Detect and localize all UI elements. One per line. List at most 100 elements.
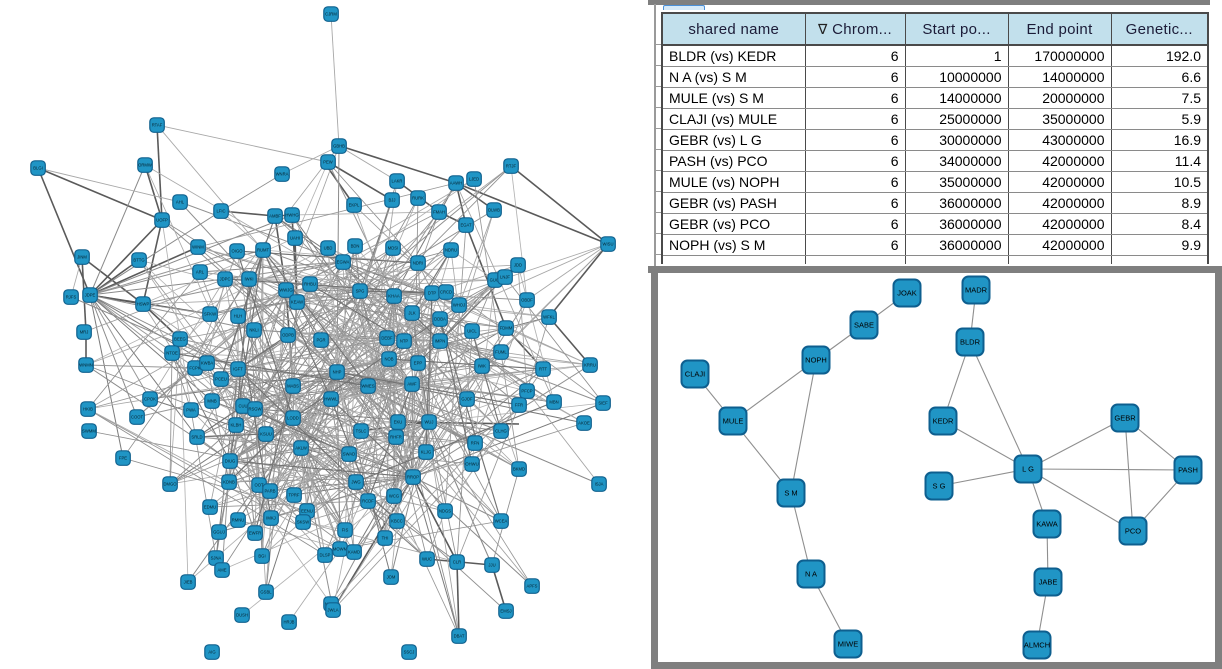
svg-text:PFCP: PFCP — [521, 389, 532, 394]
svg-text:SPG: SPG — [356, 289, 365, 294]
svg-text:KAMD: KAMD — [348, 550, 360, 555]
svg-text:WHOJ: WHOJ — [453, 303, 465, 308]
svg-text:RURK: RURK — [412, 196, 424, 201]
svg-text:NOB: NOB — [384, 357, 393, 362]
svg-text:NTP: NTP — [400, 339, 409, 344]
svg-text:BGI: BGI — [258, 554, 265, 559]
svg-text:PWA: PWA — [186, 408, 196, 413]
svg-text:EPP: EPP — [414, 361, 423, 366]
svg-text:RMNU: RMNU — [232, 518, 245, 523]
svg-text:MADR: MADR — [965, 286, 988, 295]
svg-text:PCEU: PCEU — [215, 377, 227, 382]
svg-text:FCPK: FCPK — [189, 366, 200, 371]
svg-text:AAWH: AAWH — [450, 181, 462, 186]
svg-text:ODPB: ODPB — [282, 333, 294, 338]
svg-text:ORMW: ORMW — [138, 163, 152, 168]
svg-text:TSLC: TSLC — [356, 429, 367, 434]
svg-text:HKIB: HKIB — [83, 407, 93, 412]
svg-text:FUML: FUML — [495, 350, 507, 355]
svg-text:S G: S G — [933, 482, 946, 491]
svg-text:PASH: PASH — [1178, 466, 1198, 475]
svg-text:BEEG: BEEG — [174, 337, 186, 342]
svg-text:WMES: WMES — [361, 384, 374, 389]
svg-text:HLH: HLH — [234, 314, 242, 319]
svg-text:WWJG: WWJG — [279, 288, 292, 293]
svg-text:FPE: FPE — [119, 456, 127, 461]
svg-text:CPOK: CPOK — [144, 397, 156, 402]
svg-text:CJRM: CJRM — [325, 12, 337, 17]
svg-text:OBDF: OBDF — [521, 298, 533, 303]
svg-text:BDN: BDN — [351, 244, 360, 249]
svg-text:OOT: OOT — [254, 483, 264, 488]
svg-text:JDD: JDD — [514, 263, 522, 268]
svg-text:GUGI: GUGI — [490, 278, 501, 283]
svg-text:SSCJ: SSCJ — [404, 650, 415, 655]
svg-text:CUU: CUU — [238, 404, 247, 409]
svg-text:ARL: ARL — [196, 270, 205, 275]
svg-text:GBHB: GBHB — [333, 144, 345, 149]
svg-text:LFIC: LFIC — [216, 209, 225, 214]
svg-text:LNJF: LNJF — [500, 275, 510, 280]
svg-text:PGR: PGR — [316, 338, 325, 343]
svg-text:MDSI: MDSI — [388, 246, 398, 251]
svg-text:KLJG: KLJG — [421, 450, 431, 455]
svg-text:CLHG: CLHG — [495, 429, 507, 434]
svg-text:MULE: MULE — [723, 417, 744, 426]
svg-text:S M: S M — [784, 489, 797, 498]
svg-text:EWFR: EWFR — [249, 531, 261, 536]
svg-text:UICL: UICL — [467, 329, 477, 334]
svg-text:LAKR: LAKR — [392, 179, 403, 184]
svg-text:WINM: WINM — [192, 245, 204, 250]
svg-text:OIGO: OIGO — [232, 249, 244, 254]
svg-text:RSGW: RSGW — [248, 407, 261, 412]
svg-text:WNMN: WNMN — [79, 363, 93, 368]
svg-text:WNRA: WNRA — [276, 172, 289, 177]
svg-text:GJOF: GJOF — [461, 397, 473, 402]
svg-text:JDPE: JDPE — [85, 293, 96, 298]
svg-text:IWK: IWK — [478, 364, 486, 369]
svg-text:DIUG: DIUG — [225, 459, 235, 464]
svg-text:SWAD: SWAD — [343, 452, 355, 457]
svg-text:NOPH: NOPH — [805, 356, 827, 365]
svg-text:NKLI: NKLI — [249, 328, 258, 333]
svg-text:COOT: COOT — [131, 415, 144, 420]
svg-text:EKPL: EKPL — [349, 203, 360, 208]
svg-text:KRRU: KRRU — [584, 363, 596, 368]
svg-text:SFKW: SFKW — [204, 312, 216, 317]
svg-text:KWBA: KWBA — [201, 361, 214, 366]
svg-text:FDMM: FDMM — [500, 326, 513, 331]
svg-text:DEBF: DEBF — [381, 336, 393, 341]
svg-text:RROP: RROP — [407, 475, 419, 480]
svg-text:HSWP: HSWP — [137, 302, 150, 307]
svg-text:MBN: MBN — [549, 400, 558, 405]
svg-text:RHFR: RHFR — [390, 435, 402, 440]
svg-text:JIEB: JIEB — [184, 580, 193, 585]
svg-text:LJED: LJED — [469, 177, 479, 182]
svg-text:EMSJ: EMSJ — [500, 609, 511, 614]
svg-text:DUSH: DUSH — [236, 613, 248, 618]
svg-text:CLAJI: CLAJI — [685, 370, 705, 379]
svg-text:EGWA: EGWA — [337, 260, 350, 265]
svg-text:DMGO: DMGO — [163, 482, 177, 487]
svg-text:PEW: PEW — [323, 160, 333, 165]
svg-text:RTT: RTT — [539, 367, 548, 372]
svg-text:SKSW: SKSW — [297, 520, 309, 525]
svg-text:EGAT: EGAT — [460, 223, 472, 228]
svg-text:WCG: WCG — [389, 494, 399, 499]
svg-text:RJFS: RJFS — [66, 295, 77, 300]
svg-text:ALMCH: ALMCH — [1024, 641, 1050, 650]
svg-text:WFKL: WFKL — [543, 315, 555, 320]
svg-text:JJU: JJU — [488, 563, 495, 568]
svg-text:EDMU: EDMU — [204, 505, 216, 510]
svg-text:APFS: APFS — [527, 584, 538, 589]
svg-text:ISJA: ISJA — [595, 482, 604, 487]
svg-text:KDNB: KDNB — [223, 480, 235, 485]
svg-text:SWMM: SWMM — [82, 429, 96, 434]
svg-text:RCDF: RCDF — [362, 499, 374, 504]
svg-text:JLK: JLK — [408, 311, 415, 316]
svg-text:JINM: JINM — [77, 255, 87, 260]
svg-text:THI: THI — [382, 536, 389, 541]
svg-text:GSBL: GSBL — [260, 590, 272, 595]
svg-text:EENU: EENU — [301, 509, 313, 514]
svg-text:AMBF: AMBF — [269, 214, 281, 219]
